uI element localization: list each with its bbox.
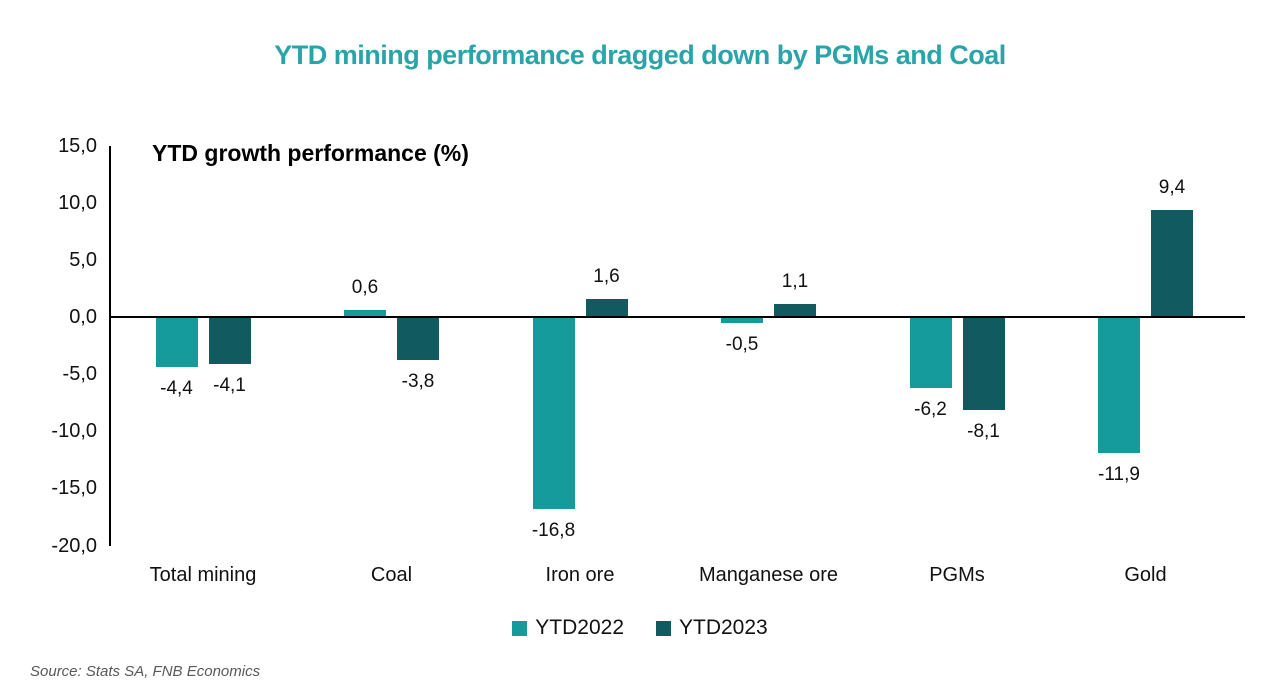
value-label-ytd2023-iron-ore: 1,6 <box>593 265 620 287</box>
x-category-label-coal: Coal <box>370 564 413 586</box>
bar-ytd2022-pgms <box>909 317 952 388</box>
value-label-ytd2022-iron-ore: -16,8 <box>531 520 576 541</box>
x-axis-baseline <box>109 316 1245 318</box>
value-label-ytd2022-gold: -11,9 <box>1098 464 1140 485</box>
y-tick-label: -10,0 <box>51 420 97 443</box>
value-label-ytd2023-pgms: -8,1 <box>967 420 1000 442</box>
value-label-ytd2022-pgms: -6,2 <box>914 398 947 420</box>
bar-ytd2023-total-mining <box>208 317 251 364</box>
bar-ytd2022-manganese-ore <box>721 317 763 323</box>
legend-swatch-ytd2023 <box>656 620 671 636</box>
legend-swatch-ytd2022 <box>512 620 528 636</box>
value-label-ytd2022-coal: 0,6 <box>351 277 379 299</box>
y-axis-title: YTD growth performance (%) <box>152 140 469 166</box>
legend-label: YTD2022 <box>535 616 624 639</box>
value-label-ytd2023-gold: 9,4 <box>1158 176 1186 198</box>
x-category-label-iron-ore: Iron ore <box>545 564 615 586</box>
y-tick-label: -20,0 <box>51 534 97 557</box>
x-category-label-gold: Gold <box>1124 564 1167 586</box>
legend-item-ytd2023: YTD2023 <box>656 616 768 640</box>
value-label-ytd2023-coal: -3,8 <box>401 371 435 393</box>
value-label-ytd2023-manganese-ore: 1,1 <box>781 271 809 293</box>
y-tick-label: -5,0 <box>62 363 97 386</box>
value-label-ytd2023-total-mining: -4,1 <box>213 374 246 396</box>
chart-title: YTD mining performance dragged down by P… <box>274 40 1006 70</box>
y-tick-label: -15,0 <box>51 477 97 500</box>
bar-ytd2022-coal <box>344 310 386 317</box>
bar-ytd2023-coal <box>397 317 439 361</box>
x-category-label-manganese-ore: Manganese ore <box>699 564 838 586</box>
bar-ytd2023-iron-ore <box>585 298 628 317</box>
y-tick-label: 0,0 <box>69 306 97 328</box>
value-label-ytd2022-total-mining: -4,4 <box>160 378 193 400</box>
y-axis-line <box>109 146 111 546</box>
legend-label: YTD2023 <box>679 616 768 639</box>
bar-ytd2022-iron-ore <box>532 317 575 509</box>
bar-ytd2023-pgms <box>962 317 1005 410</box>
bar-ytd2023-manganese-ore <box>774 304 816 317</box>
y-tick-label: 10,0 <box>58 191 97 214</box>
x-category-label-total-mining: Total mining <box>149 564 257 586</box>
bar-ytd2023-gold <box>1151 209 1193 317</box>
legend-item-ytd2022: YTD2022 <box>512 616 624 640</box>
bar-ytd2022-total-mining <box>155 317 198 368</box>
source-note: Source: Stats SA, FNB Economics <box>30 663 261 680</box>
y-tick-label: 15,0 <box>58 134 97 157</box>
y-tick-label: 5,0 <box>69 248 97 271</box>
value-label-ytd2022-manganese-ore: -0,5 <box>725 333 759 355</box>
legend: YTD2022 YTD2023 <box>0 616 1280 640</box>
bar-ytd2022-gold <box>1098 317 1140 453</box>
x-category-label-pgms: PGMs <box>929 564 985 586</box>
